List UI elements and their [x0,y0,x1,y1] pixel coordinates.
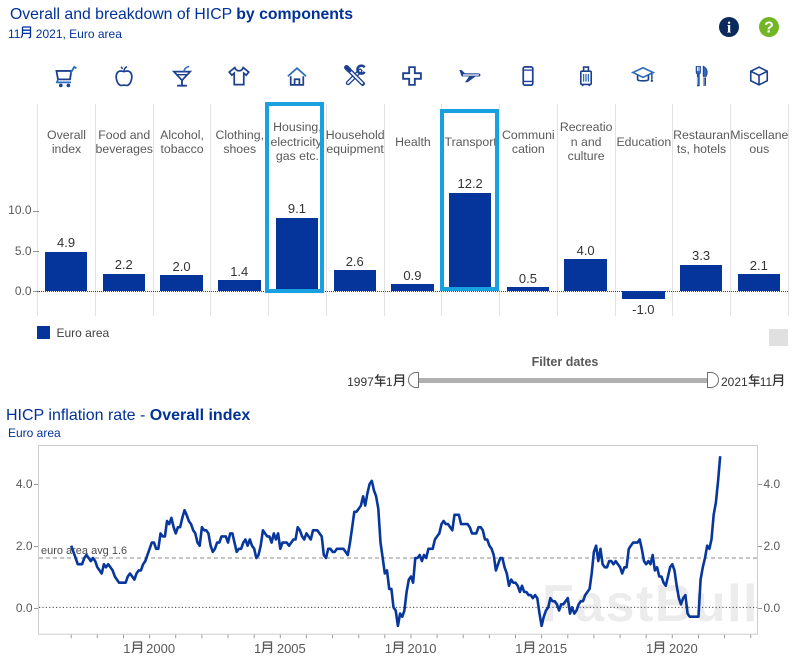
svg-text:FastBull: FastBull [542,575,759,633]
svg-text:euro area avg 1.6: euro area avg 1.6 [41,545,127,557]
svg-text:?: ? [764,20,774,37]
svg-text:i: i [727,19,732,36]
